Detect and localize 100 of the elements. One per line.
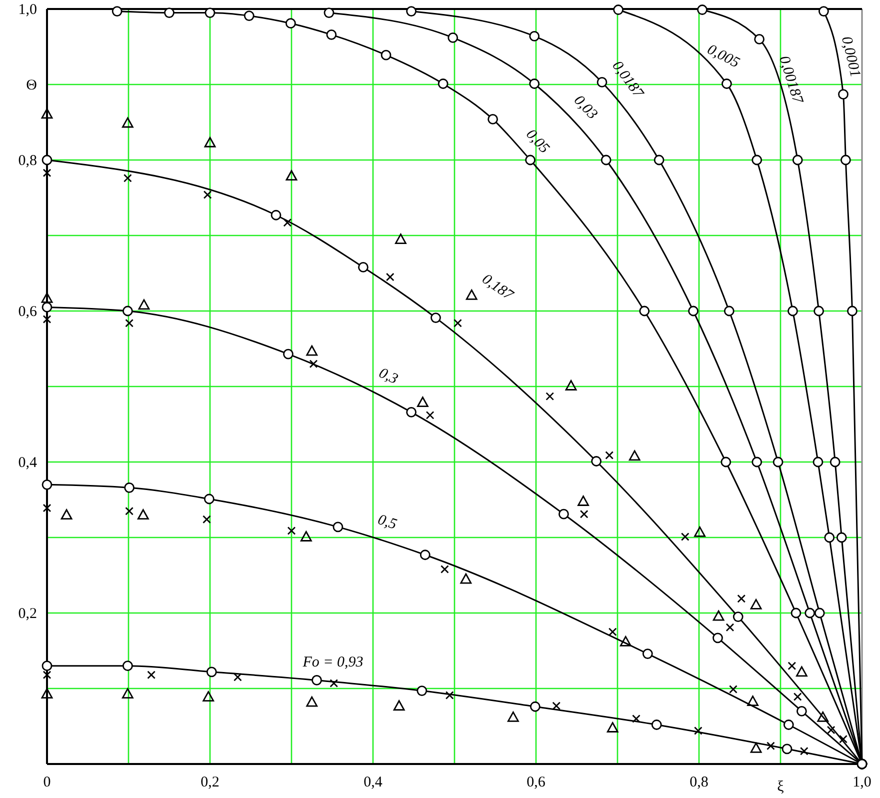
point xyxy=(202,691,214,702)
point xyxy=(41,688,53,698)
x-tick-label: 0,2 xyxy=(200,774,220,791)
point xyxy=(41,108,53,119)
point xyxy=(283,218,292,227)
point xyxy=(580,510,588,518)
point xyxy=(847,306,858,316)
point xyxy=(732,612,744,622)
point xyxy=(122,306,133,316)
point xyxy=(123,174,132,182)
point xyxy=(639,306,650,316)
point xyxy=(642,648,653,659)
point xyxy=(206,666,217,678)
point xyxy=(818,6,829,16)
point xyxy=(632,714,640,723)
point xyxy=(122,117,134,128)
point xyxy=(596,77,608,88)
point xyxy=(122,688,134,698)
point xyxy=(737,594,746,603)
point xyxy=(856,758,868,770)
point xyxy=(312,674,322,686)
point xyxy=(752,154,762,166)
point xyxy=(591,456,602,466)
point xyxy=(688,306,698,316)
point xyxy=(772,456,784,468)
y-axis-title: Θ xyxy=(26,78,38,94)
point xyxy=(406,6,417,16)
point xyxy=(386,272,394,282)
point xyxy=(788,306,798,316)
point xyxy=(796,666,808,677)
point xyxy=(812,456,824,468)
point xyxy=(839,734,848,744)
point xyxy=(300,531,312,542)
point xyxy=(546,392,554,401)
point xyxy=(578,496,589,506)
x-tick-label: 0 xyxy=(43,774,51,791)
point xyxy=(608,628,617,636)
point xyxy=(416,686,428,696)
point xyxy=(60,509,72,520)
point xyxy=(41,292,53,303)
text: 0,00187 xyxy=(776,54,806,107)
text: 0,3 xyxy=(376,365,400,388)
point xyxy=(306,345,318,356)
point xyxy=(606,722,618,732)
point xyxy=(824,532,835,543)
point xyxy=(460,573,472,584)
point xyxy=(750,742,762,753)
point xyxy=(112,6,122,16)
point xyxy=(488,114,498,124)
point xyxy=(804,608,816,618)
point xyxy=(147,670,156,680)
point xyxy=(783,720,794,730)
point xyxy=(750,598,762,610)
point xyxy=(203,190,212,199)
x-tick-label: 0,4 xyxy=(364,774,383,791)
point xyxy=(285,18,296,29)
point xyxy=(204,8,216,18)
point xyxy=(792,154,803,166)
point xyxy=(42,670,52,680)
point xyxy=(395,234,406,244)
point xyxy=(420,550,430,560)
point xyxy=(830,456,840,468)
point xyxy=(125,318,134,328)
point xyxy=(565,380,577,390)
point xyxy=(722,78,732,89)
point xyxy=(287,526,296,535)
x-tick-label: 0,8 xyxy=(690,774,708,791)
point xyxy=(42,154,52,166)
point xyxy=(324,8,334,18)
point xyxy=(417,396,428,408)
point xyxy=(747,696,758,706)
x-axis-title: ξ xyxy=(777,779,784,795)
text: 0,05 xyxy=(522,126,553,158)
point xyxy=(800,746,808,756)
series-label: Fo = 0,93 xyxy=(302,654,364,670)
point xyxy=(270,210,282,220)
point xyxy=(552,702,561,710)
point xyxy=(42,504,52,512)
point xyxy=(712,632,723,644)
point xyxy=(605,451,614,460)
point xyxy=(729,685,738,694)
text: 0,03 xyxy=(570,92,600,123)
point xyxy=(326,29,337,40)
point xyxy=(42,168,52,178)
point xyxy=(122,660,133,672)
point xyxy=(42,302,52,312)
point xyxy=(137,509,149,520)
point xyxy=(438,78,448,89)
point xyxy=(814,608,825,618)
point xyxy=(42,315,52,324)
point xyxy=(826,726,836,734)
point xyxy=(234,672,242,682)
point xyxy=(286,170,298,181)
point xyxy=(793,692,802,702)
point xyxy=(330,679,338,688)
point xyxy=(600,154,612,166)
point xyxy=(788,662,796,670)
point xyxy=(204,494,214,504)
point xyxy=(694,526,706,537)
point xyxy=(202,515,211,524)
